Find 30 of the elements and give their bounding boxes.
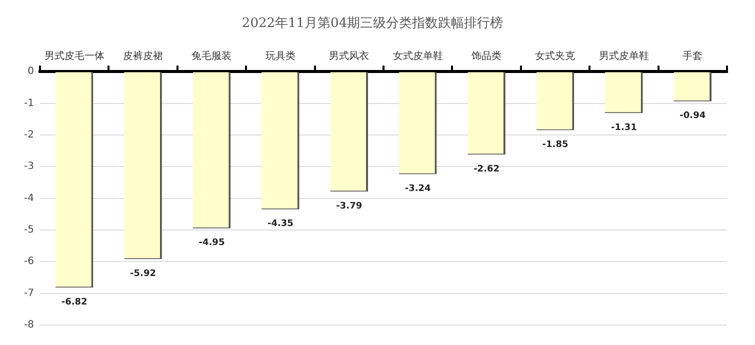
data-label: -3.24 — [404, 184, 431, 194]
y-tick-label: -6 — [24, 256, 34, 268]
x-tick-label: 男式皮毛一体 — [44, 50, 104, 62]
x-tick-label: 饰品类 — [470, 50, 502, 62]
x-tick-label: 男式风衣 — [329, 50, 370, 62]
y-tick-label: -1 — [24, 98, 34, 109]
data-label: -6.82 — [61, 297, 88, 308]
data-label: -3.79 — [336, 201, 362, 212]
y-tick-label: -4 — [24, 192, 34, 204]
data-label: -4.35 — [267, 219, 294, 230]
y-tick-label: -5 — [24, 224, 34, 236]
x-tick-label: 手套 — [682, 50, 703, 62]
x-tick-label: 女式夹克 — [535, 50, 576, 62]
y-tick-label: -2 — [24, 130, 34, 141]
x-tick-label: 玩具类 — [265, 50, 296, 62]
y-tick-label: -8 — [24, 320, 34, 331]
chart-title: 2022年11月第04期三级分类指数跌幅排行榜 — [242, 16, 504, 32]
x-tick-label: 兔毛服装 — [192, 50, 232, 62]
data-label: -4.95 — [198, 238, 225, 248]
data-label: -5.92 — [130, 268, 156, 279]
y-tick-label: -3 — [24, 161, 34, 172]
y-tick-label: 0 — [28, 66, 34, 78]
data-label: -0.94 — [680, 111, 706, 122]
data-label: -2.62 — [474, 164, 500, 174]
x-tick-label: 男式皮单鞋 — [598, 50, 649, 62]
y-tick-label: -7 — [24, 288, 34, 299]
x-tick-label: 女式皮单鞋 — [392, 50, 443, 62]
data-label: -1.85 — [542, 140, 568, 150]
data-label: -1.31 — [610, 122, 637, 133]
x-tick-label: 皮裤皮裙 — [123, 50, 164, 62]
